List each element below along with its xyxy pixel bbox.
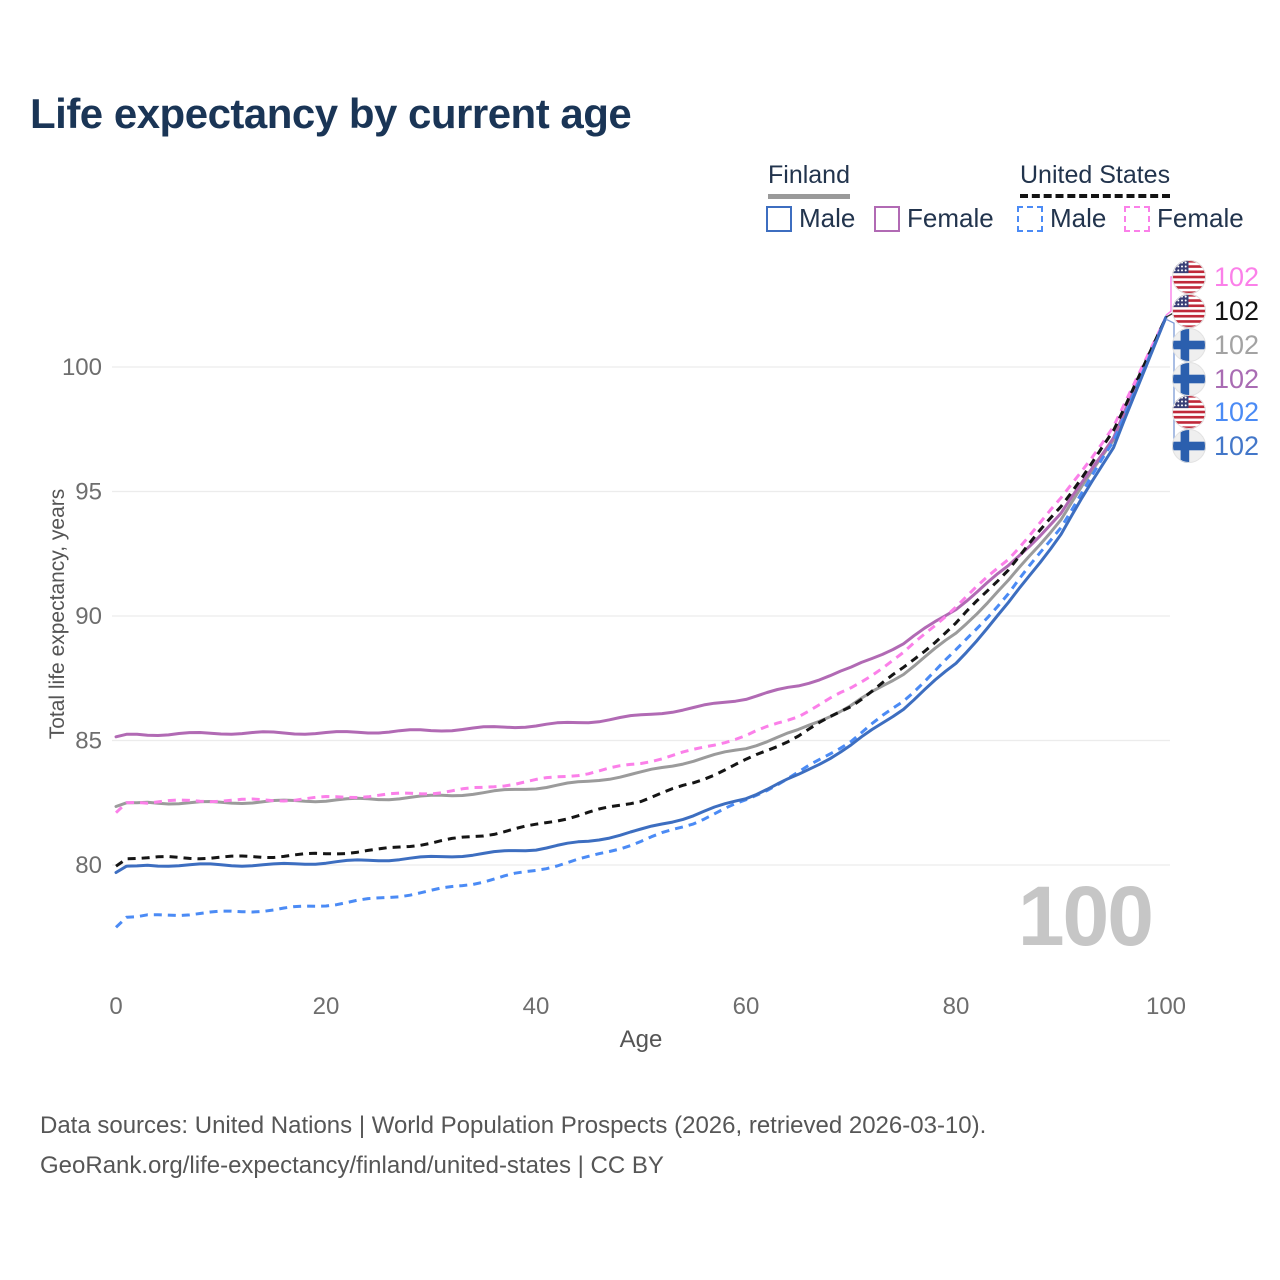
age-counter-watermark: 100 — [1017, 869, 1154, 963]
series-line-fi-male[interactable] — [114, 315, 1168, 874]
legend-group-finland-label: Finland — [768, 161, 850, 189]
y-axis-title: Total life expectancy, years — [46, 488, 69, 740]
legend-item-finland-female[interactable]: Female — [874, 203, 994, 234]
legend-group-united-states[interactable]: United States — [1020, 161, 1171, 198]
end-label-value: 102 — [1214, 363, 1260, 394]
end-label-us-total: 102 — [1172, 294, 1259, 328]
end-label-fi-total: 102 — [1172, 328, 1259, 362]
us-flag-icon — [1172, 395, 1206, 429]
us-female-swatch-icon — [1124, 205, 1150, 232]
legend-item-label: Female — [907, 203, 994, 233]
series-line-us-female[interactable] — [114, 316, 1168, 814]
attribution-text: GeoRank.org/life-expectancy/finland/unit… — [40, 1151, 664, 1179]
finland-female-swatch-icon — [874, 205, 900, 232]
chart-title: Life expectancy by current age — [30, 90, 632, 137]
x-axis-title: Age — [619, 1026, 663, 1053]
end-label-value: 102 — [1214, 396, 1260, 427]
us-flag-icon — [1172, 294, 1206, 328]
series-line-fi-total[interactable] — [114, 315, 1168, 808]
finland-flag-icon — [1172, 328, 1206, 362]
finland-flag-icon — [1172, 429, 1206, 463]
y-tick-85: 85 — [75, 728, 102, 755]
end-label-value: 102 — [1214, 329, 1260, 360]
us-flag-icon — [1172, 260, 1206, 294]
finland-male-swatch-icon — [766, 205, 792, 232]
x-tick-60: 60 — [733, 993, 760, 1020]
footer: Data sources: United Nations | World Pop… — [40, 1106, 986, 1186]
legend-item-label: Male — [799, 203, 856, 233]
finland-flag-icon — [1172, 362, 1206, 396]
end-label-value: 102 — [1214, 295, 1260, 326]
x-tick-80: 80 — [943, 993, 970, 1020]
data-sources-text: Data sources: United Nations | World Pop… — [40, 1112, 987, 1139]
end-label-value: 102 — [1214, 261, 1260, 292]
series-line-fi-female[interactable] — [114, 315, 1168, 739]
legend-item-us-female[interactable]: Female — [1124, 203, 1244, 234]
series-line-us-male[interactable] — [114, 316, 1168, 929]
legend-item-label: Male — [1050, 203, 1107, 233]
legend-group-united-states-label: United States — [1020, 161, 1171, 189]
x-tick-0: 0 — [109, 993, 122, 1020]
legend-group-finland[interactable]: Finland — [768, 161, 850, 199]
y-tick-90: 90 — [75, 603, 102, 630]
legend-item-us-male[interactable]: Male — [1017, 203, 1106, 234]
end-label-fi-male: 102 — [1172, 429, 1259, 463]
series-line-us-total[interactable] — [115, 316, 1168, 868]
legend-item-label: Female — [1157, 203, 1244, 233]
y-tick-95: 95 — [75, 479, 102, 506]
y-tick-80: 80 — [75, 852, 102, 879]
end-label-us-male: 102 — [1172, 395, 1259, 429]
end-label-us-female: 102 — [1172, 260, 1259, 294]
end-label-fi-female: 102 — [1172, 362, 1259, 396]
legend-item-finland-male[interactable]: Male — [766, 203, 855, 234]
x-tick-100: 100 — [1146, 993, 1186, 1020]
x-tick-20: 20 — [313, 993, 340, 1020]
us-male-swatch-icon — [1017, 205, 1043, 232]
end-label-value: 102 — [1214, 430, 1260, 461]
x-tick-40: 40 — [523, 993, 550, 1020]
y-tick-100: 100 — [62, 354, 102, 381]
